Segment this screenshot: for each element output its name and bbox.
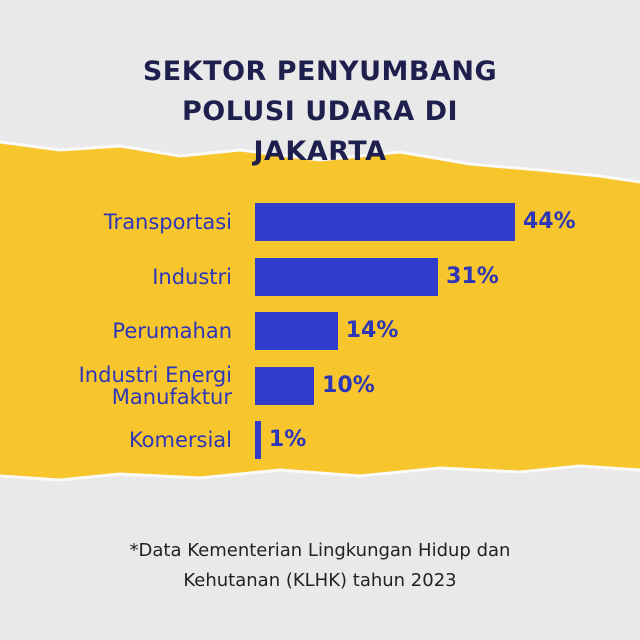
chart-title: SEKTOR PENYUMBANG POLUSI UDARA DI JAKART… xyxy=(142,56,498,167)
footnote: *Data Kementerian Lingkungan Hidup dan K… xyxy=(129,540,511,591)
bar xyxy=(255,257,439,296)
category-label: Transportasi xyxy=(103,210,232,234)
bar xyxy=(255,312,338,350)
value-label: 31% xyxy=(446,263,499,289)
bar xyxy=(255,203,515,241)
value-label: 44% xyxy=(523,209,576,234)
torn-edge xyxy=(0,140,640,184)
category-label: Industri xyxy=(152,264,232,289)
value-label: 10% xyxy=(322,372,375,398)
category-label: Perumahan xyxy=(112,319,232,343)
category-label: Komersial xyxy=(128,428,232,452)
bar xyxy=(255,421,261,459)
category-label: Industri Energi Manufaktur xyxy=(78,362,232,409)
value-label: 1% xyxy=(268,427,307,452)
bar xyxy=(255,366,315,405)
value-label: 14% xyxy=(345,318,399,343)
torn-edge xyxy=(0,464,640,482)
